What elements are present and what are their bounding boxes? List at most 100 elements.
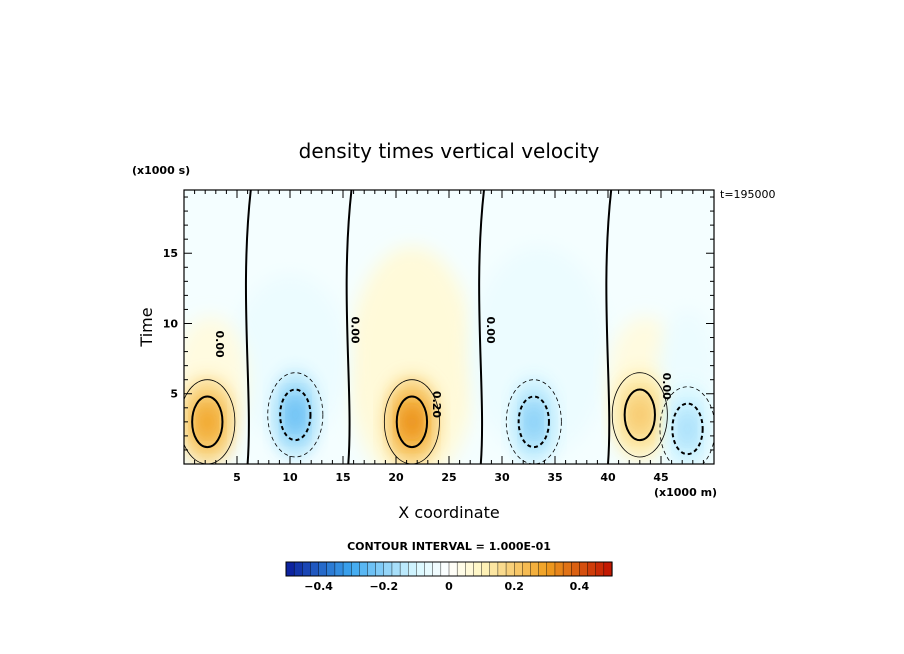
contour-inner-2 [395, 395, 429, 449]
colorbar-bin [318, 561, 328, 577]
contour-outer-2 [383, 379, 440, 464]
x-axis-title: X coordinate [398, 503, 499, 522]
colorbar-bin [538, 561, 548, 577]
x-tick-label: 25 [441, 471, 456, 484]
colorbar-bin [351, 561, 360, 577]
zero-contour-3 [605, 190, 613, 464]
feature-5-level-3 [680, 415, 695, 443]
colorbar-bin [391, 561, 401, 577]
feature-0-level-3 [199, 408, 216, 436]
x-tick-label: 40 [600, 471, 616, 484]
colorbar-bin [334, 561, 344, 577]
x-unit-label: (x1000 m) [654, 486, 717, 499]
contour-inner-5 [671, 402, 704, 456]
field-band-0 [348, 246, 476, 464]
contour-outer-3 [505, 379, 562, 464]
x-tick-label: 20 [388, 471, 404, 484]
colorbar-bin [554, 561, 564, 577]
colorbar-tick-label: −0.4 [304, 580, 333, 593]
colorbar-bin [571, 561, 581, 577]
colorbar-bin [546, 561, 556, 577]
colorbar-bin [522, 561, 532, 577]
colorbar-bin [383, 561, 393, 577]
feature-1-level-3 [288, 401, 303, 429]
colorbar-bin [440, 561, 450, 577]
x-tick-label: 30 [494, 471, 510, 484]
x-tick-label: 15 [335, 471, 350, 484]
contour-label-020: 0.20 [430, 391, 443, 418]
colorbar-bin [473, 561, 483, 577]
colorbar-frame [285, 561, 613, 577]
colorbar-bin [416, 561, 426, 577]
x-tick-label: 10 [282, 471, 298, 484]
colorbar-bin [424, 561, 434, 577]
zero-contour-0 [244, 190, 252, 464]
x-axis-ticks: 5 10 15 20 25 30 35 40 45 [194, 190, 704, 484]
colorbar-bin [603, 561, 613, 577]
x-tick-label: 35 [547, 471, 562, 484]
colorbar-bin [367, 561, 377, 577]
zero-contour-label-1: 0.00 [484, 316, 497, 343]
field-band-1 [470, 246, 608, 457]
x-tick-label: 45 [653, 471, 668, 484]
contour-outer-4 [611, 372, 668, 458]
colorbar-bin [587, 561, 597, 577]
contour-lines [184, 190, 714, 464]
colorbar-bin [465, 561, 475, 577]
colorbar-tick-label: 0.2 [504, 580, 524, 593]
colorbar-tick-label: −0.2 [369, 580, 398, 593]
colorbar-bin [302, 561, 312, 577]
colorbar-bin [514, 561, 523, 577]
colorbar-bin [489, 561, 499, 577]
y-axis-ticks: 5 10 15 [163, 196, 714, 451]
chart-title: density times vertical velocity [299, 139, 600, 163]
contour-outer-1 [267, 372, 324, 458]
heatmap-field [184, 246, 714, 464]
feature-3-level-3 [526, 408, 541, 436]
contour-inner-4 [623, 388, 656, 442]
contour-inner-0 [191, 395, 224, 449]
feature-4-level-3 [631, 401, 649, 429]
colorbar-tick-label: 0 [445, 580, 453, 593]
colorbar-bin [285, 561, 295, 577]
y-unit-label: (x1000 s) [132, 164, 190, 177]
zero-contour-label-0: 0.00 [348, 316, 361, 343]
colorbar-bin [293, 561, 303, 577]
colorbar-bin [497, 561, 507, 577]
colorbar-bin [359, 561, 369, 577]
colorbar-bin [595, 561, 605, 577]
colorbar-bin [530, 561, 540, 577]
colorbar-bin [562, 561, 572, 577]
y-tick-label: 5 [170, 388, 178, 401]
colorbar-bin [326, 561, 336, 577]
zero-contour-label-2: 0.00 [213, 331, 226, 358]
feature-2-level-3 [403, 408, 421, 436]
colorbar-bin [399, 561, 409, 577]
colorbar [285, 561, 613, 577]
colorbar-bin [432, 561, 442, 577]
time-stamp: t=195000 [720, 188, 776, 201]
contour-labels: 0.00 0.00 0.00 0.00 0.20 [213, 316, 673, 418]
y-tick-label: 15 [163, 247, 178, 260]
colorbar-tick-label: 0.4 [570, 580, 590, 593]
zero-contour-label-3: 0.00 [660, 373, 673, 400]
colorbar-bin [456, 561, 466, 577]
contour-inner-3 [517, 395, 550, 449]
colorbar-bin [481, 561, 491, 577]
y-axis-title: Time [137, 307, 156, 347]
colorbar-bin [448, 561, 458, 577]
colorbar-bin [342, 561, 352, 577]
colorbar-bin [310, 561, 320, 577]
zero-contour-1 [345, 190, 353, 464]
y-tick-label: 10 [163, 317, 179, 330]
zero-contour-2 [478, 190, 485, 464]
colorbar-bin [408, 561, 418, 577]
colorbar-bin [579, 561, 589, 577]
x-tick-label: 5 [233, 471, 241, 484]
contour-outer-0 [184, 379, 236, 464]
contour-interval-text: CONTOUR INTERVAL = 1.000E-01 [347, 540, 551, 553]
colorbar-bin [505, 561, 515, 577]
contour-inner-1 [279, 388, 312, 442]
colorbar-bin [375, 561, 385, 577]
